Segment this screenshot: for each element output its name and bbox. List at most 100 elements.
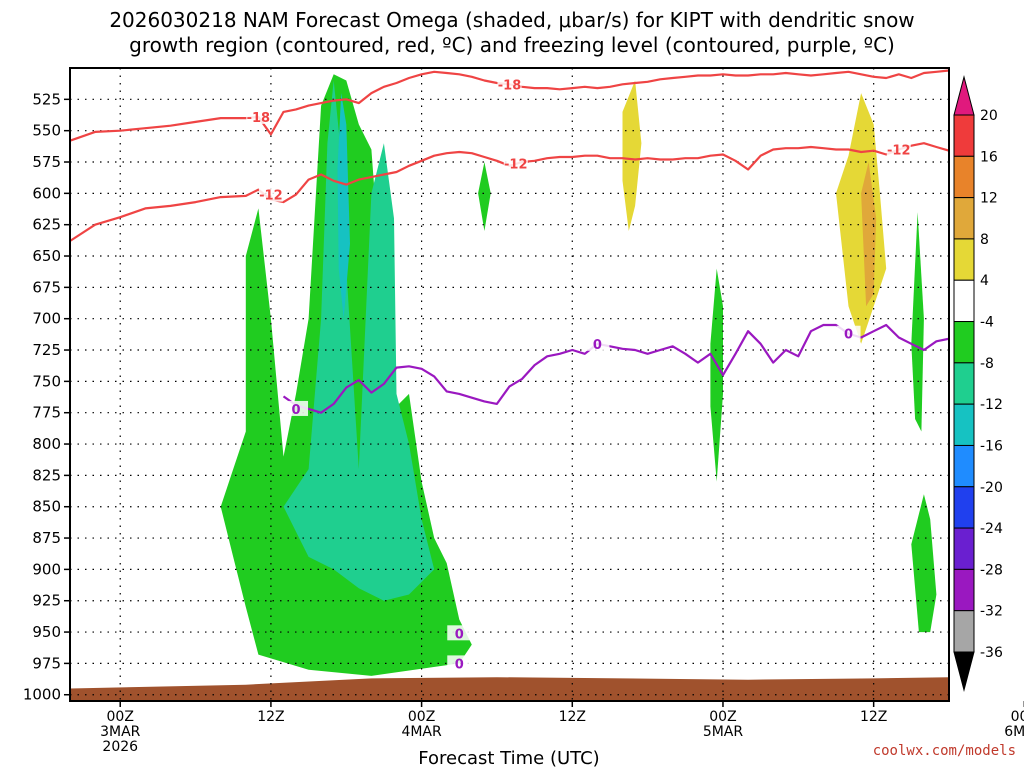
gridlines — [70, 68, 949, 701]
colorbar-label-4: 4 — [980, 273, 989, 289]
x-tick-label-2-0: 00Z — [408, 709, 435, 725]
colorbar-label-3: 8 — [980, 232, 989, 248]
colorbar-label-6: -8 — [980, 356, 994, 372]
plot-area: -18 -18 -12 -12 -12 0 0 0 0 0 — [69, 67, 950, 702]
y-tick-label-550: 550 — [32, 122, 61, 140]
colorbar-label-11: -28 — [980, 562, 1003, 578]
contour-label-bg-1 — [497, 76, 522, 92]
colorbar-bin-9 — [953, 486, 975, 529]
x-tick-label-3-0: 12Z — [559, 709, 586, 725]
contour-label-bg-8 — [447, 625, 472, 641]
y-tick-label-925: 925 — [32, 592, 61, 610]
colorbar-label-8: -16 — [980, 438, 1003, 454]
contour-label-bg-6 — [585, 335, 610, 351]
contour-label-bg-4 — [886, 141, 911, 157]
y-tick-label-625: 625 — [32, 216, 61, 234]
ground-fill — [70, 677, 949, 701]
colorbar-label-10: -24 — [980, 521, 1003, 537]
x-axis: 00Z3MAR202612Z00Z4MAR12Z00Z5MAR12Z00Z6MA… — [100, 701, 1024, 755]
contour-label-3: -12 — [504, 157, 528, 172]
x-axis-label: Forecast Time (UTC) — [418, 748, 599, 768]
colorbar-bin-2 — [953, 197, 975, 240]
colorbar-bin-0 — [953, 114, 975, 157]
x-tick-label-1-0: 12Z — [257, 709, 284, 725]
colorbar-label-13: -36 — [980, 645, 1003, 661]
contour-label-bg-0 — [246, 108, 271, 124]
y-tick-label-750: 750 — [32, 372, 61, 390]
y-tick-label-975: 975 — [32, 654, 61, 672]
contour-label-bg-3 — [503, 155, 528, 171]
y-tick-label-575: 575 — [32, 153, 61, 171]
contour-label-bg-5 — [284, 400, 309, 416]
contour-label-4: -12 — [887, 143, 911, 158]
credit-text: coolwx.com/models — [873, 743, 1016, 759]
x-tick-label-0-1: 3MAR — [100, 724, 141, 740]
colorbar-label-2: 12 — [980, 191, 998, 207]
contour-label-bg-7 — [836, 325, 861, 341]
colorbar-bin-3 — [953, 238, 975, 281]
chart-title-line1: 2026030218 NAM Forecast Omega (shaded, μ… — [109, 8, 914, 32]
omega-region-5 — [861, 162, 877, 307]
colorbar-bin-1 — [953, 155, 975, 199]
colorbar-bin-8 — [953, 444, 975, 488]
contour-label-bg-2 — [258, 186, 283, 202]
x-tick-label-0-0: 00Z — [107, 709, 134, 725]
colorbar-label-9: -20 — [980, 480, 1003, 496]
colorbar-under-arrow — [953, 651, 975, 692]
colorbar-bin-10 — [953, 527, 975, 570]
x-tick-label-6-1: 6MAR — [1004, 724, 1024, 740]
colorbar-bin-5 — [953, 321, 975, 364]
omega-shading-layer — [220, 74, 937, 676]
x-tick-label-4-0: 00Z — [709, 709, 736, 725]
y-tick-label-525: 525 — [32, 90, 61, 108]
contour-label-9: 0 — [455, 657, 464, 672]
omega-region-8 — [911, 494, 937, 633]
omega-region-6 — [710, 268, 723, 482]
contour-line-0 — [70, 69, 949, 142]
contour-label-7: 0 — [844, 328, 853, 343]
colorbar-over-arrow — [953, 75, 975, 116]
contour-label-8: 0 — [455, 627, 464, 642]
x-tick-label-6-0: 00Z — [1011, 709, 1024, 725]
colorbar-bin-4 — [953, 279, 975, 323]
y-tick-label-725: 725 — [32, 341, 61, 359]
y-tick-label-900: 900 — [32, 560, 61, 578]
colorbar: 20 16 12 8 4 -4 -8 -12 -16 -20 -24 -28 -32 -36 — [953, 75, 1003, 692]
colorbar-label-7: -12 — [980, 397, 1003, 413]
x-tick-label-0-2: 2026 — [102, 739, 138, 755]
colorbar-label-5: -4 — [980, 315, 994, 331]
y-tick-label-850: 850 — [32, 498, 61, 516]
colorbar-bin-7 — [953, 403, 975, 446]
x-tick-label-2-1: 4MAR — [401, 724, 442, 740]
x-tick-label-5-0: 12Z — [860, 709, 887, 725]
colorbar-label-0: 20 — [980, 108, 998, 124]
contour-label-bg-9 — [447, 655, 472, 671]
omega-region-3 — [622, 80, 642, 231]
contour-label-0: -18 — [247, 111, 271, 126]
chart-title-line2: growth region (contoured, red, ºC) and f… — [129, 33, 895, 57]
contour-label-1: -18 — [498, 78, 522, 93]
y-tick-label-600: 600 — [32, 184, 61, 202]
contour-label-2: -12 — [259, 189, 283, 204]
y-tick-label-775: 775 — [32, 404, 61, 422]
y-tick-label-675: 675 — [32, 278, 61, 296]
colorbar-label-1: 16 — [980, 149, 998, 165]
colorbar-label-12: -32 — [980, 604, 1003, 620]
contour-line-1 — [70, 142, 949, 242]
y-tick-label-825: 825 — [32, 466, 61, 484]
ground-layer — [70, 677, 949, 701]
omega-region-1 — [283, 80, 435, 601]
colorbar-bin-11 — [953, 568, 975, 612]
x-tick-label-4-1: 5MAR — [703, 724, 744, 740]
contour-label-5: 0 — [292, 403, 301, 418]
y-tick-label-950: 950 — [32, 623, 61, 641]
y-axis: 525 550 575 600 625 650 675 700 725 750 775 800 825 8… — [23, 90, 70, 704]
y-tick-label-875: 875 — [32, 529, 61, 547]
y-tick-label-700: 700 — [32, 310, 61, 328]
omega-region-7 — [911, 212, 924, 432]
y-tick-label-650: 650 — [32, 247, 61, 265]
omega-region-9 — [478, 162, 491, 231]
colorbar-bin-6 — [953, 362, 975, 405]
contour-label-6: 0 — [593, 338, 602, 353]
